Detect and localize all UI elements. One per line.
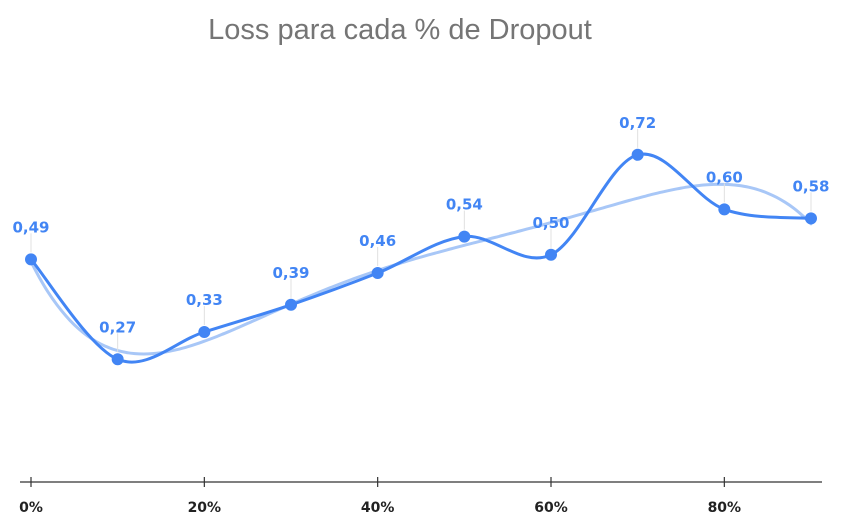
trendline-layer (29, 182, 813, 356)
x-tick-label: 20% (188, 500, 222, 516)
data-label: 0,46 (359, 232, 396, 250)
data-label: 0,39 (272, 264, 309, 282)
data-label: 0,72 (619, 114, 656, 132)
data-label: 0,33 (186, 291, 223, 309)
data-point (25, 253, 37, 266)
data-point (458, 230, 471, 243)
data-label: 0,54 (446, 196, 483, 214)
data-label: 0,27 (99, 318, 136, 336)
data-point (285, 298, 297, 311)
data-point (198, 326, 211, 339)
data-point (805, 212, 817, 225)
series-line (29, 152, 813, 364)
series-line-layer (29, 152, 813, 364)
data-label: 0,58 (792, 177, 829, 195)
data-point (371, 266, 384, 279)
x-axis: 0% 20% 40% 60% 80% (19, 477, 822, 516)
x-tick-label: 40% (361, 500, 395, 516)
data-point (111, 353, 124, 366)
data-label: 0,49 (12, 218, 49, 236)
x-tick-label: 80% (708, 500, 742, 516)
data-points (25, 148, 817, 366)
data-label: 0,60 (706, 168, 743, 186)
data-point (631, 148, 644, 161)
data-labels: 0,49 0,27 0,33 0,39 0,46 0,54 0,50 0,72 0,60 0,58 (12, 114, 829, 336)
trendline (29, 182, 813, 356)
x-tick-label: 0% (19, 500, 43, 516)
data-point (545, 248, 557, 261)
data-point (718, 203, 731, 216)
x-tick-label: 60% (534, 500, 568, 516)
label-connectors (30, 128, 812, 353)
data-label: 0,50 (532, 214, 569, 232)
chart-title: Loss para cada % de Dropout (208, 14, 592, 46)
